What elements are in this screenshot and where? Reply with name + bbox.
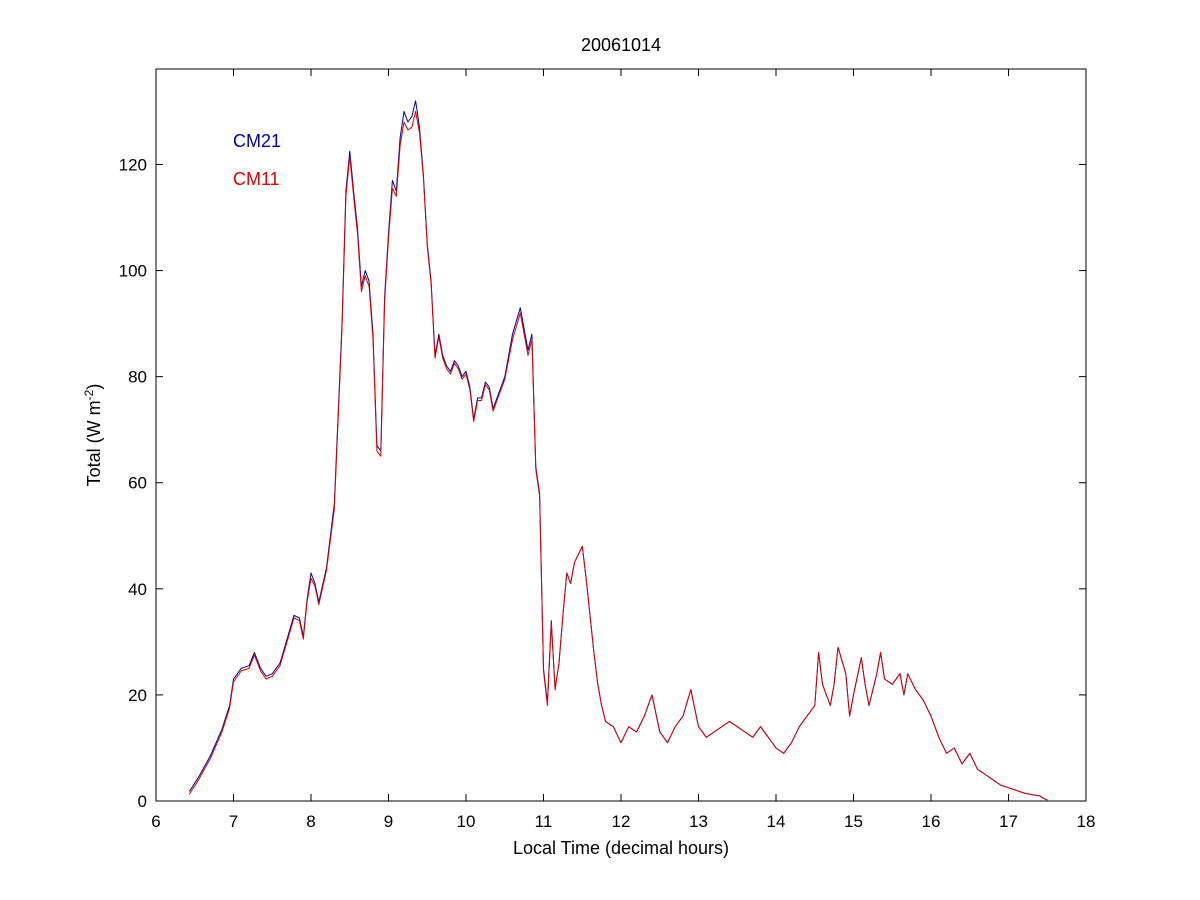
x-tick-label: 10 <box>457 812 476 831</box>
x-tick-label: 18 <box>1077 812 1096 831</box>
y-tick-label: 60 <box>128 474 147 493</box>
y-tick-label: 20 <box>128 686 147 705</box>
chart-title: 20061014 <box>581 35 661 55</box>
x-tick-label: 14 <box>767 812 786 831</box>
y-axis-label-superscript: -2 <box>82 389 96 400</box>
x-tick-label: 6 <box>151 812 160 831</box>
legend-cm21: CM21 <box>233 131 281 151</box>
y-tick-label: 80 <box>128 368 147 387</box>
y-axis-label-close: ) <box>84 384 104 390</box>
y-axis-label-base: Total (W m <box>84 400 104 486</box>
y-axis-label: Total (W m-2) <box>82 384 104 487</box>
plot-area <box>155 68 1087 802</box>
x-tick-label: 13 <box>689 812 708 831</box>
x-tick-label: 8 <box>306 812 315 831</box>
x-tick-label: 7 <box>229 812 238 831</box>
x-tick-label: 16 <box>922 812 941 831</box>
x-tick-label: 9 <box>384 812 393 831</box>
y-tick-label: 40 <box>128 580 147 599</box>
x-tick-label: 11 <box>535 812 553 831</box>
x-axis-label: Local Time (decimal hours) <box>513 838 729 858</box>
series-group <box>188 100 1048 801</box>
y-tick-label: 0 <box>138 792 147 811</box>
series-line-cm11 <box>188 110 1048 801</box>
legend-cm11: CM11 <box>233 169 280 189</box>
x-tick-label: 17 <box>999 812 1018 831</box>
y-tick-label: 100 <box>119 262 147 281</box>
x-ticks: 6 7 8 9 10 11 12 13 14 15 16 17 18 <box>151 69 1095 831</box>
x-tick-label: 15 <box>844 812 863 831</box>
y-ticks: 0 20 40 60 80 100 120 <box>119 155 1086 811</box>
y-tick-label: 120 <box>119 155 147 174</box>
x-tick-label: 12 <box>612 812 631 831</box>
